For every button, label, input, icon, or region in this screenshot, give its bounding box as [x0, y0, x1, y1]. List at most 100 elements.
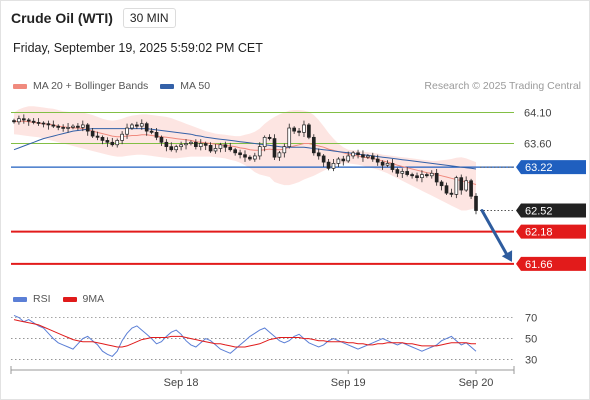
- candle: [429, 170, 434, 179]
- candle-body-down: [46, 123, 51, 126]
- x-tick-label: Sep 19: [331, 377, 366, 389]
- candle-body-down: [434, 172, 439, 183]
- candle: [144, 121, 149, 136]
- pivot-tag[interactable]: 63.22: [516, 160, 586, 175]
- candle: [198, 139, 203, 151]
- candle-body-up: [71, 125, 75, 128]
- rsi-legend: RSI 9MA: [13, 293, 104, 305]
- candle-body-down: [76, 125, 80, 128]
- candle-body-down: [233, 149, 237, 154]
- candle: [194, 139, 198, 150]
- candle: [257, 142, 262, 160]
- support-tag-2[interactable]: 61.66: [516, 256, 586, 271]
- moving-average-layer: [13, 120, 477, 185]
- candle-body-up: [253, 155, 257, 160]
- x-tick-label: Sep 18: [164, 377, 199, 389]
- time-axis: Sep 18 Sep 19 Sep 20: [10, 366, 515, 389]
- candle-body-down: [307, 124, 311, 138]
- candle-body-down: [439, 181, 444, 187]
- candle-body-down: [297, 130, 301, 133]
- candle-body-down: [459, 177, 464, 191]
- candle: [130, 123, 134, 130]
- candle: [434, 168, 439, 186]
- candle-body-down: [154, 132, 159, 138]
- level-lines-layer: [11, 112, 514, 265]
- candle: [351, 150, 355, 159]
- candle-body-down: [415, 175, 419, 178]
- candle: [12, 118, 16, 124]
- rsi-tick-50: 50: [525, 334, 537, 346]
- candle-body-up: [262, 136, 267, 147]
- candle: [95, 131, 100, 141]
- resistance-tag-1[interactable]: 64.10: [524, 108, 552, 120]
- candle: [248, 155, 252, 161]
- legend-swatch-9ma: [62, 296, 77, 302]
- candle: [218, 142, 223, 153]
- candle: [41, 121, 46, 128]
- candle: [311, 134, 316, 156]
- legend-swatch-rsi: [13, 296, 27, 302]
- candle-body-up: [429, 172, 434, 177]
- candle-body-up: [257, 146, 262, 157]
- rsi-line: [13, 314, 477, 357]
- candle: [361, 150, 365, 162]
- candle-body-down: [22, 118, 26, 121]
- candle: [474, 193, 478, 215]
- timeframe-badge[interactable]: 30 MIN: [122, 8, 176, 28]
- candle-body-down: [85, 124, 90, 132]
- support-tag-1-bg: [516, 224, 586, 239]
- chart-header: Crude Oil (WTI) 30 MIN: [11, 8, 176, 28]
- candle: [262, 135, 267, 152]
- candle-body-up: [346, 155, 351, 162]
- candle: [174, 144, 179, 153]
- legend-label-ma20: MA 20 + Bollinger Bands: [33, 80, 149, 92]
- candle-body-up: [218, 144, 223, 149]
- last-price-tag[interactable]: 62.52: [516, 203, 586, 218]
- candle: [400, 168, 405, 178]
- candle-body-down: [26, 119, 31, 122]
- candle: [66, 123, 70, 133]
- candle: [390, 159, 395, 173]
- candle: [336, 157, 341, 168]
- candle-body-down: [159, 136, 164, 143]
- candle: [208, 142, 213, 153]
- candle-body-up: [125, 127, 129, 135]
- candle: [61, 124, 65, 132]
- candle: [22, 114, 26, 124]
- candle: [277, 150, 282, 161]
- candle-body-down: [248, 156, 252, 160]
- candle: [272, 134, 277, 160]
- candle-body-up: [464, 180, 468, 191]
- candle: [366, 154, 370, 160]
- candle: [287, 123, 292, 149]
- candle-body-down: [149, 130, 154, 133]
- candle: [253, 152, 257, 162]
- legend-item-9ma[interactable]: 9MA: [62, 293, 104, 305]
- candle: [31, 118, 36, 125]
- candle: [346, 151, 351, 163]
- candle-body-up: [66, 127, 70, 129]
- candle-body-up: [174, 146, 179, 151]
- legend-item-rsi[interactable]: RSI: [13, 293, 51, 305]
- support-tag-1[interactable]: 62.18: [516, 224, 586, 239]
- candle-body-up: [454, 177, 459, 195]
- candle-body-down: [361, 154, 365, 158]
- legend-label-ma50: MA 50: [180, 80, 211, 92]
- legend-item-ma20[interactable]: MA 20 + Bollinger Bands: [13, 80, 148, 92]
- candle: [282, 143, 287, 158]
- candle: [385, 160, 390, 168]
- candle-body-down: [321, 155, 326, 163]
- candle-body-up: [184, 143, 188, 146]
- candle-body-down: [194, 141, 198, 147]
- candle-body-down: [272, 138, 277, 158]
- legend-swatch-ma50: [160, 83, 175, 89]
- legend-item-ma50[interactable]: MA 50: [160, 80, 210, 92]
- resistance-tag-2[interactable]: 63.60: [524, 139, 552, 151]
- candle-body-up: [282, 146, 287, 154]
- candle-body-down: [395, 169, 400, 174]
- candle: [321, 154, 326, 167]
- candle-body-down: [469, 180, 473, 197]
- 9ma-line: [13, 319, 476, 348]
- candle: [125, 123, 129, 139]
